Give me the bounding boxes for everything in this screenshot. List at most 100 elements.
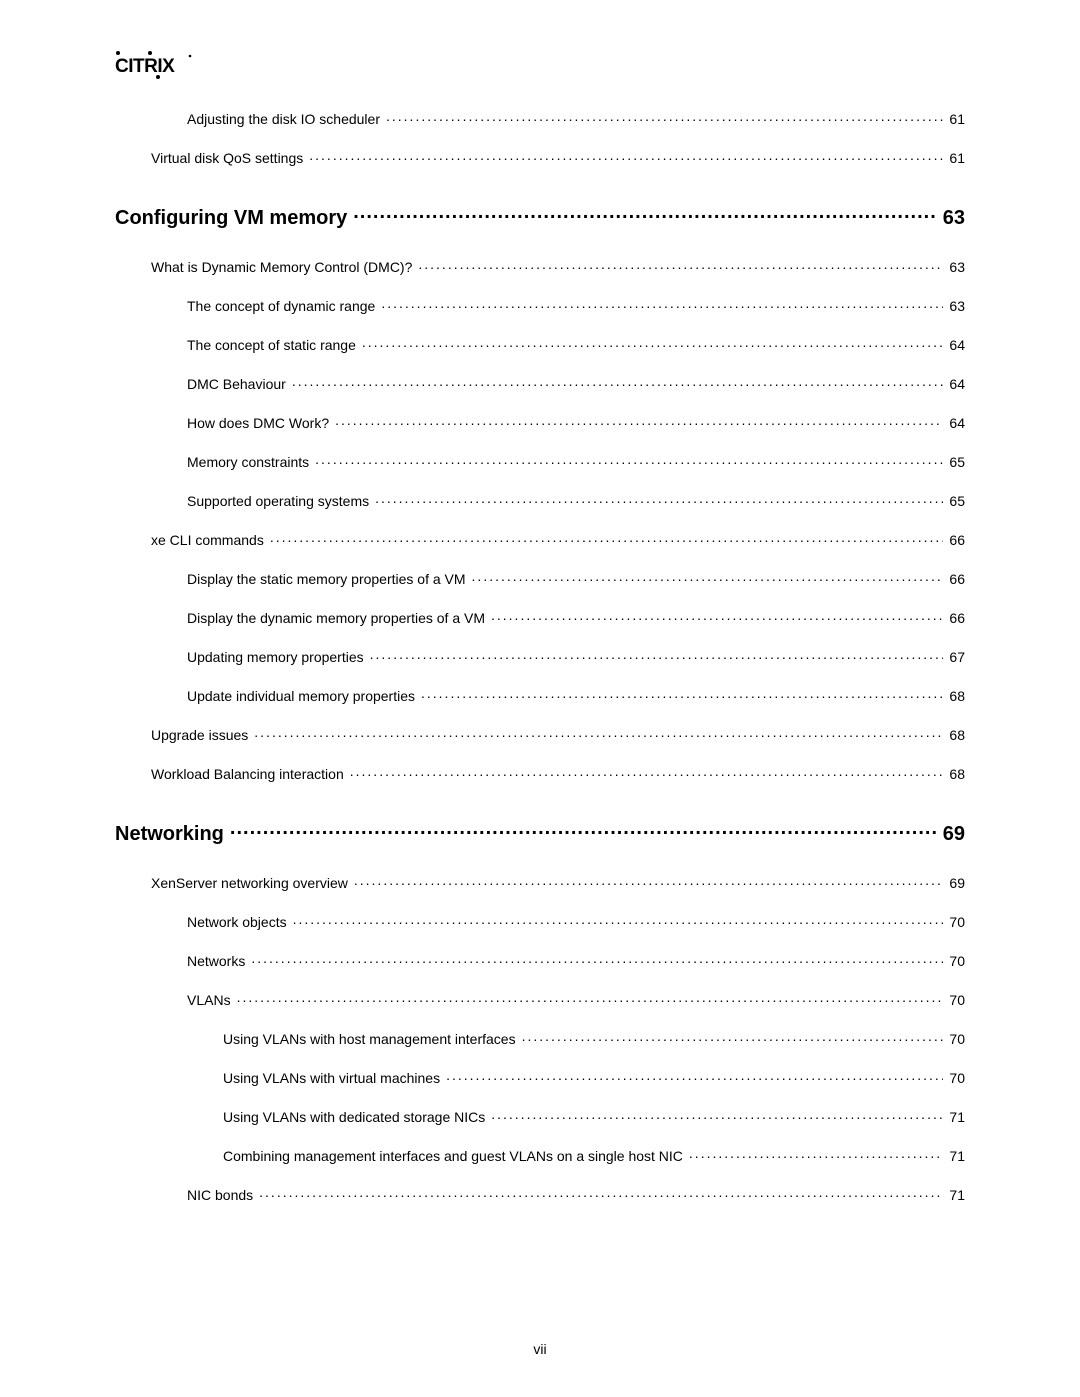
toc-dots <box>491 1108 943 1122</box>
toc-entry-page: 63 <box>943 207 965 230</box>
citrix-logo: CITRIX <box>115 50 965 80</box>
toc-entry-page: 64 <box>949 376 965 392</box>
table-of-contents: Adjusting the disk IO scheduler61Virtual… <box>115 110 965 1203</box>
toc-entry-page: 68 <box>949 766 965 782</box>
toc-entry: xe CLI commands 66 <box>115 531 965 548</box>
toc-dots <box>350 765 944 779</box>
toc-entry-page: 63 <box>949 259 965 275</box>
toc-entry: Networks 70 <box>115 952 965 969</box>
toc-entry-page: 70 <box>949 1070 965 1086</box>
toc-entry: Display the static memory properties of … <box>115 570 965 587</box>
toc-entry: Using VLANs with host management interfa… <box>115 1030 965 1047</box>
toc-entry-page: 64 <box>949 337 965 353</box>
toc-entry: Configuring VM memory 63 <box>115 204 965 230</box>
toc-entry: Updating memory properties 67 <box>115 648 965 665</box>
toc-entry: Network objects 70 <box>115 913 965 930</box>
toc-entry-page: 69 <box>949 875 965 891</box>
toc-dots <box>251 952 943 966</box>
toc-dots <box>370 648 944 662</box>
toc-entry-label: How does DMC Work? <box>187 415 329 431</box>
toc-entry-page: 67 <box>949 649 965 665</box>
toc-entry-page: 68 <box>949 688 965 704</box>
toc-dots <box>309 149 943 163</box>
toc-dots <box>230 820 937 840</box>
toc-entry-page: 69 <box>943 823 965 846</box>
toc-entry: How does DMC Work? 64 <box>115 414 965 431</box>
toc-entry-page: 71 <box>949 1187 965 1203</box>
toc-entry: VLANs70 <box>115 991 965 1008</box>
toc-entry-page: 61 <box>949 111 965 127</box>
toc-entry-label: Networks <box>187 953 245 969</box>
toc-entry-page: 66 <box>949 610 965 626</box>
toc-dots <box>362 336 944 350</box>
toc-entry-page: 70 <box>949 914 965 930</box>
toc-entry-page: 63 <box>949 298 965 314</box>
document-page: CITRIX Adjusting the disk IO scheduler 61… <box>0 0 1080 1397</box>
toc-entry-label: DMC Behaviour <box>187 376 286 392</box>
toc-dots <box>335 414 943 428</box>
toc-entry-page: 65 <box>949 454 965 470</box>
toc-dots <box>254 726 943 740</box>
toc-entry-label: Supported operating systems <box>187 493 369 509</box>
toc-entry: Workload Balancing interaction 68 <box>115 765 965 782</box>
toc-dots <box>375 492 943 506</box>
toc-entry: The concept of static range 64 <box>115 336 965 353</box>
toc-entry: DMC Behaviour 64 <box>115 375 965 392</box>
toc-dots <box>315 453 943 467</box>
toc-entry: Using VLANs with dedicated storage NICs 7… <box>115 1108 965 1125</box>
toc-entry-label: Combining management interfaces and gues… <box>223 1148 683 1164</box>
toc-entry-label: Configuring VM memory <box>115 207 347 230</box>
toc-dots <box>237 991 944 1005</box>
toc-dots <box>472 570 944 584</box>
toc-entry-label: XenServer networking overview <box>151 875 348 891</box>
toc-entry-label: NIC bonds <box>187 1187 253 1203</box>
toc-entry: What is Dynamic Memory Control (DMC)?63 <box>115 258 965 275</box>
toc-entry: Display the dynamic memory properties of… <box>115 609 965 626</box>
toc-entry-label: VLANs <box>187 992 231 1008</box>
toc-entry: XenServer networking overview 69 <box>115 874 965 891</box>
toc-entry-label: Using VLANs with virtual machines <box>223 1070 440 1086</box>
toc-dots <box>446 1069 943 1083</box>
toc-entry-label: Display the dynamic memory properties of… <box>187 610 485 626</box>
toc-dots <box>270 531 944 545</box>
toc-dots <box>386 110 943 124</box>
toc-entry: NIC bonds 71 <box>115 1186 965 1203</box>
toc-entry: Virtual disk QoS settings61 <box>115 149 965 166</box>
toc-entry-label: Workload Balancing interaction <box>151 766 344 782</box>
toc-entry-page: 64 <box>949 415 965 431</box>
toc-entry-label: Memory constraints <box>187 454 309 470</box>
toc-entry: Supported operating systems65 <box>115 492 965 509</box>
toc-entry-label: Using VLANs with host management interfa… <box>223 1031 516 1047</box>
toc-entry-label: Updating memory properties <box>187 649 364 665</box>
toc-dots <box>292 375 944 389</box>
toc-entry-label: Display the static memory properties of … <box>187 571 466 587</box>
toc-dots <box>354 874 944 888</box>
toc-entry: The concept of dynamic range63 <box>115 297 965 314</box>
toc-entry: Upgrade issues68 <box>115 726 965 743</box>
toc-dots <box>259 1186 943 1200</box>
toc-entry-label: xe CLI commands <box>151 532 264 548</box>
toc-entry-label: Using VLANs with dedicated storage NICs <box>223 1109 485 1125</box>
toc-entry-page: 70 <box>949 953 965 969</box>
toc-entry-page: 71 <box>949 1109 965 1125</box>
toc-entry-label: The concept of static range <box>187 337 356 353</box>
toc-dots <box>491 609 943 623</box>
toc-dots <box>381 297 943 311</box>
toc-dots <box>421 687 943 701</box>
toc-entry-page: 71 <box>949 1148 965 1164</box>
toc-dots <box>293 913 944 927</box>
toc-entry-page: 66 <box>949 532 965 548</box>
toc-entry-label: Upgrade issues <box>151 727 248 743</box>
toc-entry-page: 66 <box>949 571 965 587</box>
toc-entry-label: Update individual memory properties <box>187 688 415 704</box>
toc-dots <box>689 1147 944 1161</box>
toc-entry-page: 61 <box>949 150 965 166</box>
svg-text:CITRIX: CITRIX <box>115 56 175 77</box>
toc-entry-label: Network objects <box>187 914 287 930</box>
toc-entry: Adjusting the disk IO scheduler 61 <box>115 110 965 127</box>
toc-entry: Update individual memory properties 68 <box>115 687 965 704</box>
toc-entry: Memory constraints 65 <box>115 453 965 470</box>
toc-dots <box>353 204 937 224</box>
toc-entry-label: Adjusting the disk IO scheduler <box>187 111 380 127</box>
toc-entry-page: 70 <box>949 1031 965 1047</box>
